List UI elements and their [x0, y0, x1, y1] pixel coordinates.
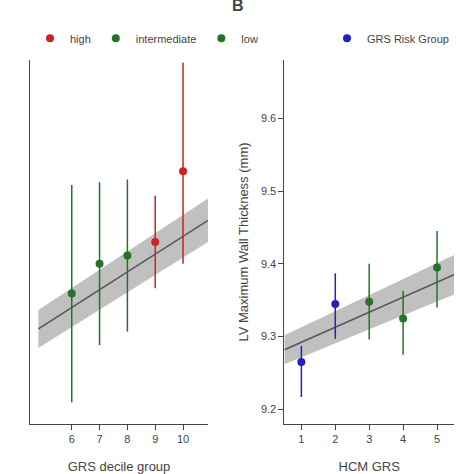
svg-text:GRS decile group: GRS decile group	[68, 459, 171, 474]
svg-text:1: 1	[298, 433, 304, 445]
svg-text:9.4: 9.4	[261, 258, 276, 270]
svg-text:2: 2	[332, 433, 338, 445]
svg-text:low: low	[241, 33, 258, 45]
svg-text:7: 7	[96, 433, 102, 445]
svg-text:9.6: 9.6	[261, 112, 276, 124]
svg-text:9: 9	[152, 433, 158, 445]
svg-text:5: 5	[434, 433, 440, 445]
svg-text:B: B	[232, 0, 244, 14]
svg-text:4: 4	[400, 433, 406, 445]
svg-text:8: 8	[124, 433, 130, 445]
svg-text:GRS Risk Group: GRS Risk Group	[367, 33, 449, 45]
svg-text:9.2: 9.2	[261, 403, 276, 415]
svg-text:9.3: 9.3	[261, 330, 276, 342]
svg-text:high: high	[70, 33, 91, 45]
svg-text:intermediate: intermediate	[136, 33, 197, 45]
svg-text:9.5: 9.5	[261, 185, 276, 197]
svg-text:3: 3	[366, 433, 372, 445]
svg-text:LV Maximum Wall Thickness (mm): LV Maximum Wall Thickness (mm)	[236, 142, 251, 341]
svg-text:10: 10	[177, 433, 189, 445]
svg-text:HCM GRS: HCM GRS	[339, 459, 401, 474]
svg-text:6: 6	[69, 433, 75, 445]
